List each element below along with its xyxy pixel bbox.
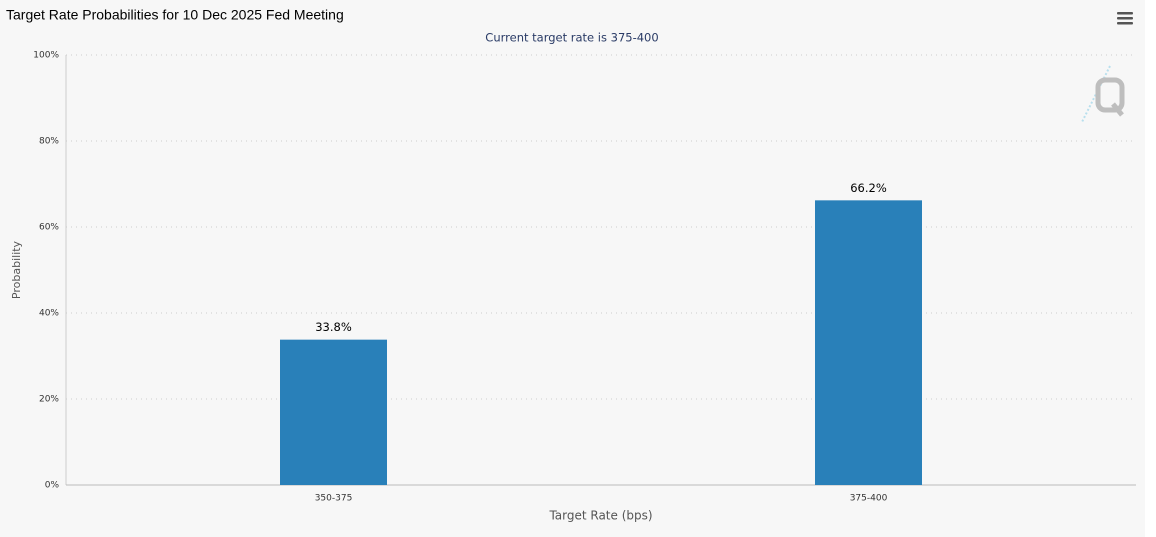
menu-bar (1117, 17, 1133, 20)
menu-button[interactable] (1117, 12, 1133, 25)
bar (280, 339, 387, 485)
y-tick-label: 20% (39, 395, 59, 405)
y-axis-label: Probability (10, 240, 23, 299)
chart-title: Target Rate Probabilities for 10 Dec 202… (6, 7, 344, 23)
x-axis-label: Target Rate (bps) (548, 509, 652, 523)
y-tick-label: 40% (39, 309, 59, 319)
x-tick-label: 350-375 (315, 494, 353, 504)
logo (1081, 65, 1125, 123)
chart-subtitle: Current target rate is 375-400 (485, 31, 658, 45)
y-tick-label: 0% (45, 481, 60, 491)
logo-stroke (1081, 65, 1111, 123)
data-label: 33.8% (315, 320, 352, 334)
y-tick-label: 100% (33, 51, 59, 61)
y-tick-label: 60% (39, 223, 59, 233)
menu-bar (1117, 12, 1133, 15)
menu-bar (1117, 22, 1133, 25)
y-tick-label: 80% (39, 137, 59, 147)
logo-q-tail (1111, 102, 1124, 117)
x-tick-label: 375-400 (850, 494, 888, 504)
bar (815, 200, 922, 485)
data-label: 66.2% (850, 181, 887, 195)
logo-q (1095, 77, 1125, 113)
